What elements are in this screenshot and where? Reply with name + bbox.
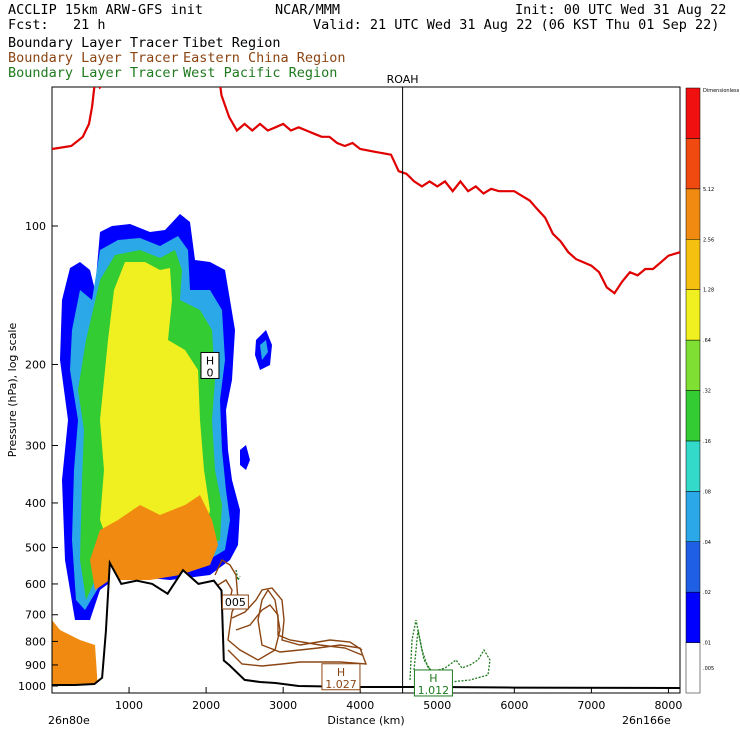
west-pacific-contours bbox=[235, 569, 491, 685]
left-endpoint-label: 26n80e bbox=[48, 714, 90, 727]
high-label-box: H0 bbox=[200, 351, 220, 379]
colorbar-swatch bbox=[685, 138, 701, 190]
colorbar-swatch bbox=[685, 591, 701, 643]
tracer-eastern-china-label: Boundary Layer Tracer bbox=[8, 50, 179, 66]
y-tick-label: 600 bbox=[25, 578, 46, 591]
x-tick-label: 2000 bbox=[192, 699, 220, 712]
contour-value-box: 005 bbox=[221, 594, 249, 610]
colorbar-level-label: .02 bbox=[703, 590, 711, 596]
shade-blob-east-inner bbox=[260, 340, 268, 360]
high-label-value: 0 bbox=[206, 366, 213, 379]
colorbar-swatch bbox=[685, 339, 701, 391]
contour-value-text: 005 bbox=[225, 596, 246, 609]
terrain-mask bbox=[52, 562, 680, 693]
y-axis-label: Pressure (hPa), log scale bbox=[6, 323, 19, 458]
tropopause-line bbox=[52, 87, 680, 295]
colorbar-swatch bbox=[685, 541, 701, 593]
tracer-west-pacific-label: Boundary Layer Tracer bbox=[8, 65, 179, 81]
high-label-value: 1.012 bbox=[418, 684, 450, 697]
header-line2-left: Fcst: 21 h bbox=[8, 17, 106, 33]
colorbar-level-label: 5.12 bbox=[703, 187, 714, 193]
x-tick-label: 6000 bbox=[500, 699, 528, 712]
roah-marker-label: ROAH bbox=[387, 73, 419, 86]
y-axis: 100 200 300 400 500 600 700 800 900 1000 bbox=[18, 220, 58, 693]
y-tick-label: 400 bbox=[25, 497, 46, 510]
colorbar-swatch bbox=[685, 87, 701, 139]
tracer-west-pacific-region: West Pacific Region bbox=[183, 65, 338, 81]
x-tick-label: 8000 bbox=[654, 699, 682, 712]
x-tick-label: 5000 bbox=[423, 699, 451, 712]
green-contour-2 bbox=[413, 629, 441, 676]
high-label-letter: H bbox=[206, 354, 214, 367]
tracer-tibet-label: Boundary Layer Tracer bbox=[8, 35, 179, 51]
y-tick-label: 200 bbox=[25, 358, 46, 371]
brown-contour-2 bbox=[231, 587, 363, 651]
eastern-china-contours bbox=[214, 558, 368, 667]
x-axis-label: Distance (km) bbox=[327, 714, 404, 727]
high-label-letter: H bbox=[429, 672, 437, 685]
x-tick-label: 1000 bbox=[115, 699, 143, 712]
tracer-shading bbox=[52, 214, 680, 693]
colorbar-swatch bbox=[685, 289, 701, 341]
brown-contour-3 bbox=[235, 604, 363, 656]
colorbar-level-label: .32 bbox=[703, 389, 711, 395]
x-axis: 1000 2000 3000 4000 5000 6000 7000 8000 bbox=[115, 687, 682, 712]
header-line1-left: ACCLIP 15km ARW-GFS init bbox=[8, 2, 204, 18]
colorbar-swatch bbox=[685, 642, 701, 694]
colorbar-level-label: .16 bbox=[703, 439, 711, 445]
colorbar-swatch bbox=[685, 239, 701, 290]
colorbar-level-label: .04 bbox=[703, 540, 711, 546]
y-tick-label: 500 bbox=[25, 542, 46, 555]
y-tick-label: 1000 bbox=[18, 680, 46, 693]
colorbar-swatch bbox=[685, 440, 701, 492]
tracer-tibet-region: Tibet Region bbox=[183, 35, 281, 51]
y-tick-label: 900 bbox=[25, 659, 46, 672]
tracer-eastern-china-region: Eastern China Region bbox=[183, 50, 346, 66]
brown-contour-1 bbox=[214, 558, 368, 667]
high-box-frame bbox=[321, 663, 361, 691]
colorbar-level-label: .08 bbox=[703, 489, 711, 495]
y-tick-label: 700 bbox=[25, 609, 46, 622]
high-box-frame bbox=[200, 351, 220, 379]
header-line1-mid: NCAR/MMM bbox=[275, 2, 341, 18]
colorbar: .005 .01 .02 .04 .08 .16 .32 .64 1.28 2.56 5.12 Dim… bbox=[685, 87, 740, 694]
shade-orange-west bbox=[52, 620, 98, 690]
y-tick-label: 300 bbox=[25, 439, 46, 452]
plot-frame bbox=[51, 86, 681, 694]
right-endpoint-label: 26n166e bbox=[622, 714, 671, 727]
colorbar-swatch bbox=[685, 491, 701, 543]
colorbar-swatch bbox=[685, 390, 701, 442]
shade-orange-plume bbox=[90, 495, 218, 590]
contour-value-frame bbox=[221, 594, 249, 610]
colorbar-level-label: 1.28 bbox=[703, 288, 714, 294]
x-tick-label: 4000 bbox=[346, 699, 374, 712]
shade-yellow-plume bbox=[100, 262, 210, 552]
x-tick-label: 7000 bbox=[577, 699, 605, 712]
terrain-line bbox=[52, 559, 680, 689]
header-line2-right: Valid: 21 UTC Wed 31 Aug 22 (06 KST Thu … bbox=[313, 17, 720, 33]
colorbar-swatch bbox=[685, 188, 701, 240]
high-box-frame bbox=[413, 669, 453, 697]
high-label-box: H1.027 bbox=[321, 663, 361, 691]
shade-blob-low bbox=[240, 445, 250, 470]
colorbar-level-label: .64 bbox=[703, 338, 711, 344]
colorbar-level-label: .005 bbox=[703, 666, 714, 672]
high-label-value: 1.027 bbox=[325, 678, 357, 691]
high-label-letter: H bbox=[337, 666, 345, 679]
colorbar-level-label: .01 bbox=[703, 641, 711, 647]
header-line1-right: Init: 00 UTC Wed 31 Aug 22 bbox=[515, 2, 727, 18]
y-tick-label: 100 bbox=[25, 220, 46, 233]
high-label-box: H1.012 bbox=[413, 669, 453, 697]
y-tick-label: 800 bbox=[25, 635, 46, 648]
colorbar-level-label: 2.56 bbox=[703, 237, 714, 243]
x-tick-label: 3000 bbox=[269, 699, 297, 712]
colorbar-top-label: Dimensionless bbox=[703, 88, 740, 94]
